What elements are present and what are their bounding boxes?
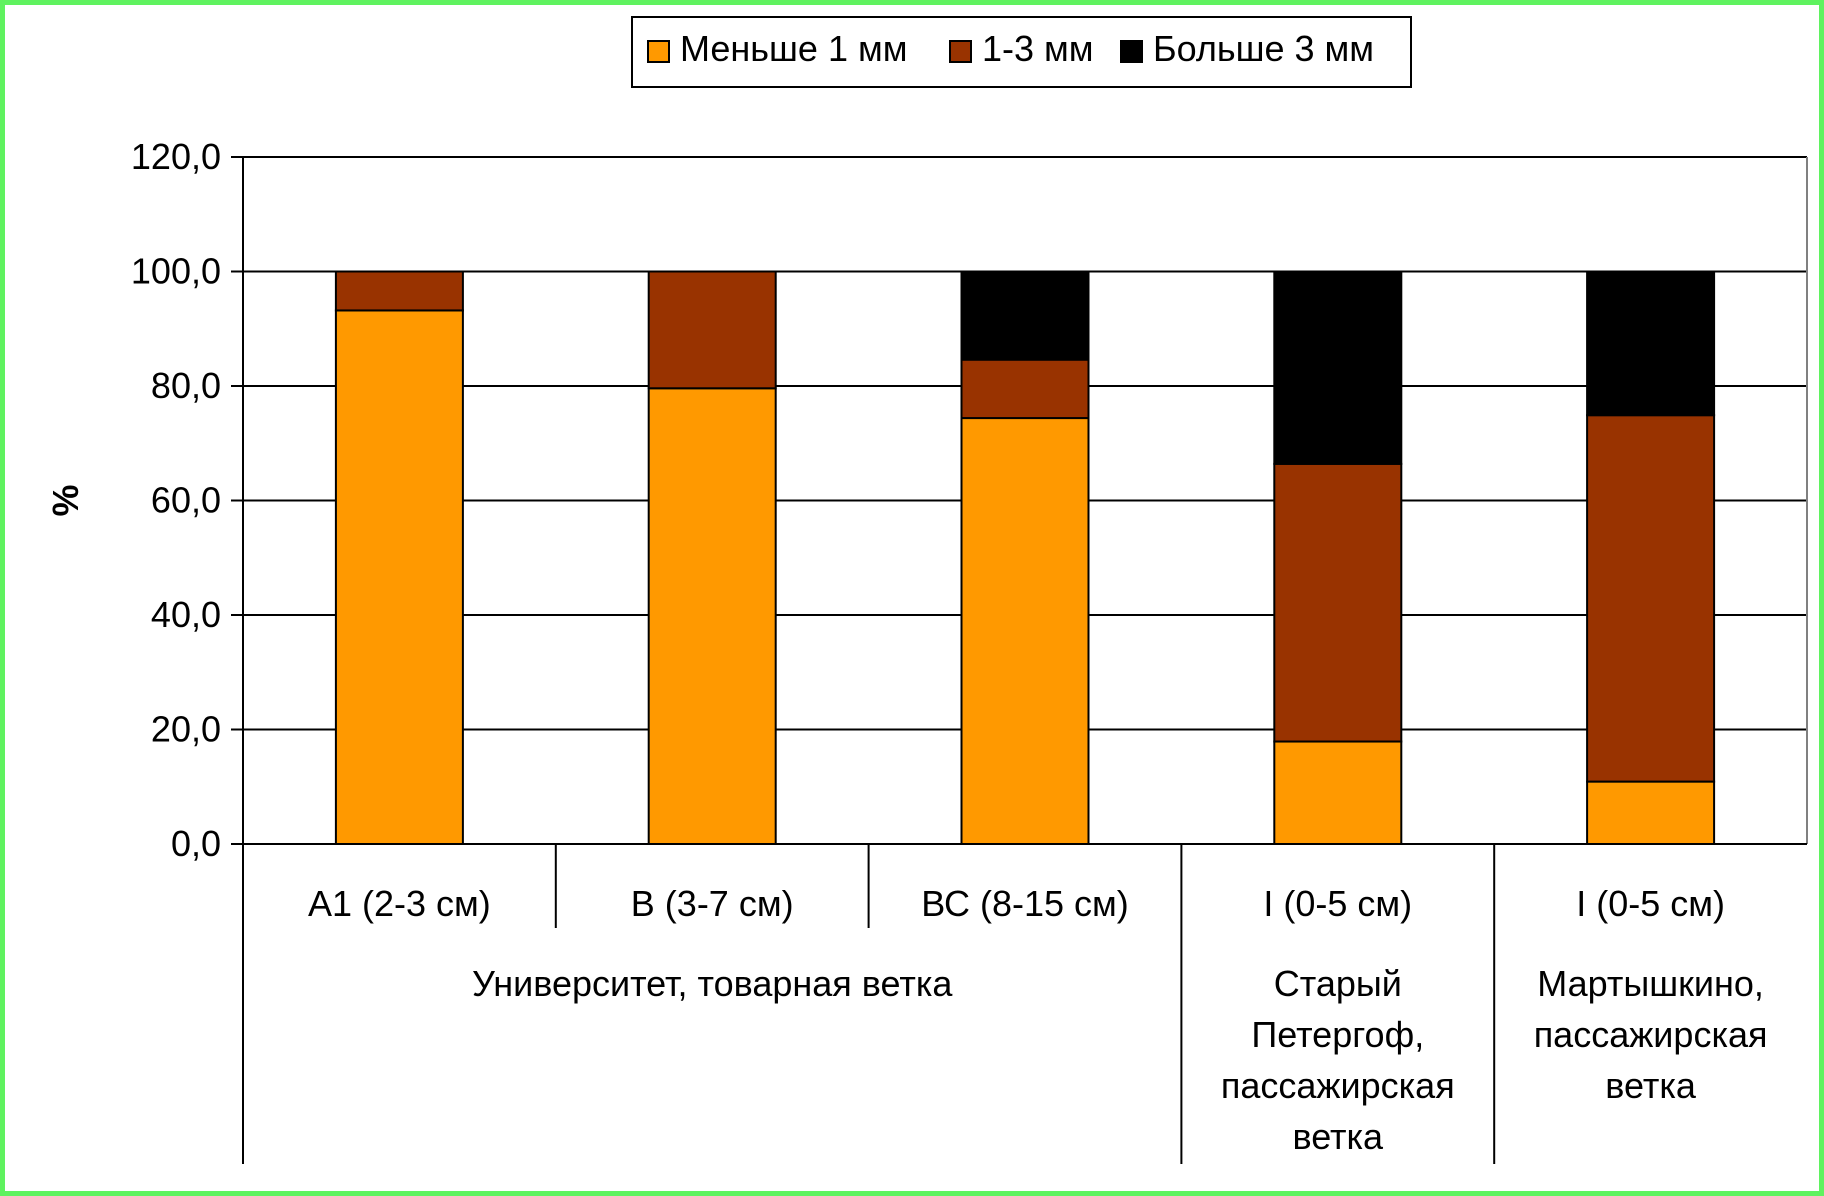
bar-segment-2 <box>1273 462 1403 743</box>
y-tick-label: 0,0 <box>171 823 221 864</box>
x-category-label: I (0-5 см) <box>1263 883 1412 924</box>
x-group-label: Университет, товарная ветка <box>472 963 953 1004</box>
y-tick-label: 120,0 <box>131 136 221 177</box>
bar-segment-2 <box>334 270 464 312</box>
x-category-label: А1 (2-3 см) <box>308 883 491 924</box>
x-category-label: В (3-7 см) <box>631 883 794 924</box>
legend-swatch-1 <box>647 40 670 63</box>
bar-segment-3 <box>1586 270 1716 417</box>
bar-segment-1 <box>960 417 1090 845</box>
x-group-label: ветка <box>1292 1116 1384 1157</box>
x-group-label: Старый <box>1274 963 1402 1004</box>
x-category-label: ВС (8-15 см) <box>921 883 1129 924</box>
x-group-label: пассажирская <box>1221 1065 1455 1106</box>
stacked-bar-chart: 0,0 20,0 40,0 60,0 80,0 100,0 120,0% А1 (2-3 см… <box>45 16 1808 1164</box>
legend-label-1: Меньше 1 мм <box>680 28 907 69</box>
legend-label-3: Больше 3 мм <box>1153 28 1374 69</box>
legend-swatch-2 <box>949 40 972 63</box>
legend-label-2: 1-3 мм <box>982 28 1094 69</box>
bar-segment-2 <box>1586 414 1716 783</box>
y-tick-label: 60,0 <box>151 480 221 521</box>
legend-box <box>631 16 1412 88</box>
bar-segment-1 <box>1586 780 1716 845</box>
y-tick-label: 40,0 <box>151 594 221 635</box>
x-group-label: ветка <box>1605 1065 1697 1106</box>
bar-segment-2 <box>647 270 777 390</box>
x-group-label: Мартышкино, <box>1537 963 1764 1004</box>
legend-swatch-3 <box>1120 40 1143 63</box>
bar-segment-1 <box>647 387 777 845</box>
y-tick-label: 100,0 <box>131 251 221 292</box>
y-tick-label: 20,0 <box>151 709 221 750</box>
bar-segment-3 <box>960 270 1090 361</box>
y-axis-title: % <box>45 484 86 516</box>
bar-segment-1 <box>334 309 464 845</box>
x-group-label: пассажирская <box>1534 1014 1768 1055</box>
bar-segment-3 <box>1273 270 1403 465</box>
x-group-label: Петергоф, <box>1251 1014 1424 1055</box>
x-category-label: I (0-5 см) <box>1576 883 1725 924</box>
y-tick-label: 80,0 <box>151 365 221 406</box>
bar-segment-2 <box>960 358 1090 420</box>
bar-segment-1 <box>1273 740 1403 846</box>
